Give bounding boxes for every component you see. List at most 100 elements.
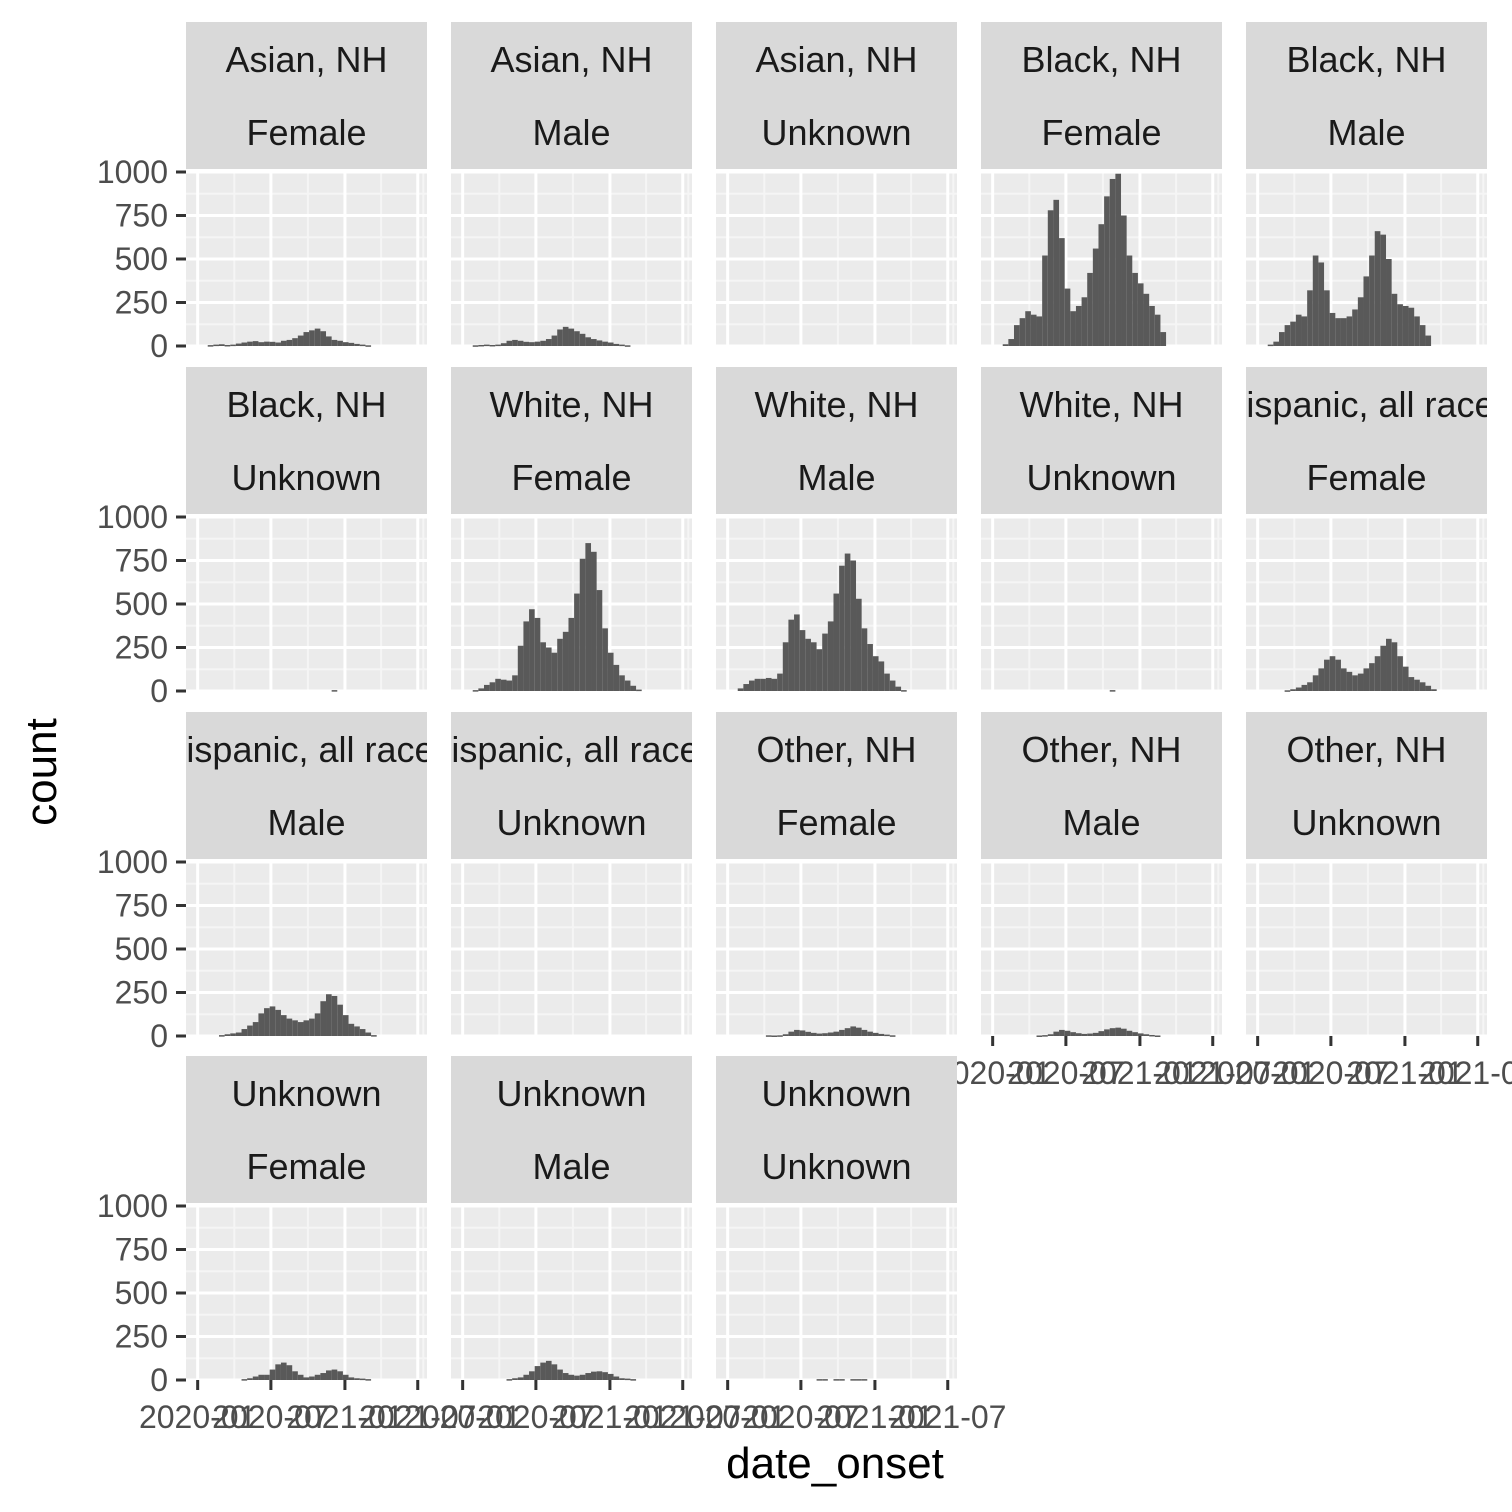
histogram-bar (777, 1035, 783, 1037)
histogram-bar (557, 638, 563, 691)
histogram-bar (805, 1031, 811, 1036)
histogram-bar (1008, 339, 1014, 346)
histogram-bar (630, 685, 637, 691)
histogram-bar (218, 1035, 225, 1037)
histogram-bar (557, 1369, 563, 1380)
histogram-bar (495, 344, 501, 347)
facet-strip-label-sex: Male (797, 457, 875, 498)
facet-strip-label-sex: Unknown (1026, 457, 1176, 498)
histogram-bar (1290, 689, 1296, 691)
facet-panel: White, NH Unknown (981, 367, 1222, 693)
histogram-bar (585, 1373, 592, 1380)
histogram-bar (591, 1371, 597, 1380)
histogram-bar (1154, 1035, 1161, 1037)
x-tick-label: 2021-07 (359, 1399, 476, 1435)
x-tick-label: 2020-07 (1272, 1055, 1389, 1091)
histogram-bar (1374, 231, 1381, 346)
histogram-bar (1414, 679, 1420, 691)
histogram-bar (630, 1379, 637, 1381)
x-tick-label: 2021-07 (889, 1399, 1006, 1435)
histogram-bar (1380, 234, 1387, 346)
histogram-bar (1273, 341, 1279, 346)
facet-strip-label-sex: Male (267, 802, 345, 843)
histogram-bar (607, 342, 614, 346)
histogram-bar (252, 341, 259, 346)
histogram-bar (534, 341, 541, 346)
histogram-bar (619, 344, 625, 347)
histogram-bar (359, 1378, 366, 1381)
histogram-bar (371, 1035, 377, 1037)
histogram-bar (794, 614, 800, 691)
histogram-bar (348, 1023, 355, 1036)
facet-strip-label-group: White, NH (489, 384, 653, 425)
histogram-bar (1126, 255, 1133, 346)
histogram-bar (275, 1364, 281, 1380)
histogram-bar (1030, 314, 1037, 346)
histogram-bar (303, 1020, 310, 1036)
histogram-bar (562, 1373, 569, 1380)
histogram-bar (1284, 690, 1291, 692)
histogram-bar (297, 335, 304, 346)
histogram-bar (850, 1026, 857, 1036)
histogram-bar (331, 339, 338, 346)
histogram-bar (839, 565, 845, 691)
histogram-bar (545, 1360, 552, 1380)
x-tick-label: 2021-01 (816, 1399, 933, 1435)
facet-strip-label-group: Unknown (496, 1073, 646, 1114)
histogram-bar (1397, 304, 1403, 346)
histogram-bar (1419, 682, 1426, 691)
x-tick-label: 2021-01 (1346, 1055, 1463, 1091)
histogram-bar (1312, 255, 1319, 346)
histogram-bar (1154, 314, 1161, 346)
histogram-bar (878, 1033, 885, 1036)
facet-strip (981, 712, 1222, 859)
histogram-bar (280, 1015, 287, 1036)
histogram-bar (1036, 1035, 1043, 1037)
histogram-bar (545, 339, 552, 346)
histogram-bar (1092, 248, 1099, 346)
facet-panel: White, NH Male (716, 367, 957, 693)
histogram-bar (1312, 675, 1319, 691)
histogram-bar (1104, 196, 1110, 346)
x-axis-title: date_onset (726, 1439, 944, 1488)
histogram-bar (1059, 1029, 1065, 1036)
facet-strip-label-group: Black, NH (1021, 39, 1181, 80)
histogram-bar (207, 345, 214, 347)
histogram-bar (213, 344, 219, 347)
histogram-bar (1053, 1031, 1060, 1036)
histogram-bar (810, 642, 817, 691)
histogram-bar (771, 1035, 778, 1037)
histogram-bar (844, 1028, 851, 1036)
histogram-bar (827, 621, 834, 691)
facet-strip (1246, 367, 1487, 514)
x-tick-label: 2021-07 (1154, 1055, 1271, 1091)
histogram-bar (365, 1032, 372, 1036)
histogram-bar (1352, 675, 1358, 691)
histogram-bar (1143, 293, 1150, 346)
facet-panel: Black, NH Male (1246, 22, 1487, 348)
histogram-bar (258, 1374, 265, 1380)
facet-strip-label-group: Other, NH (756, 729, 916, 770)
y-tick-label: 1000 (97, 1188, 168, 1224)
histogram-bar (1059, 238, 1065, 346)
histogram-bar (297, 1022, 304, 1036)
histogram-bar (624, 680, 631, 691)
facet-strip (186, 22, 427, 169)
histogram-bar (326, 994, 332, 1036)
histogram-bar (856, 598, 862, 691)
histogram-bar (540, 340, 546, 346)
facet-panel: Other, NH Female (716, 712, 957, 1038)
histogram-bar (235, 1032, 242, 1036)
histogram-bar (269, 341, 276, 346)
histogram-bar (1369, 255, 1375, 346)
facet-strip-label-group: Hispanic, all races (160, 729, 452, 770)
histogram-bar (1042, 1035, 1048, 1037)
histogram-bar (529, 609, 535, 691)
facet-panel: Other, NHMale2020-012020-072021-012021-0… (934, 712, 1271, 1091)
histogram-bar (1098, 224, 1105, 346)
facet-strip (981, 22, 1222, 169)
histogram-bar (241, 1029, 248, 1036)
x-tick-label: 2020-01 (669, 1399, 786, 1435)
